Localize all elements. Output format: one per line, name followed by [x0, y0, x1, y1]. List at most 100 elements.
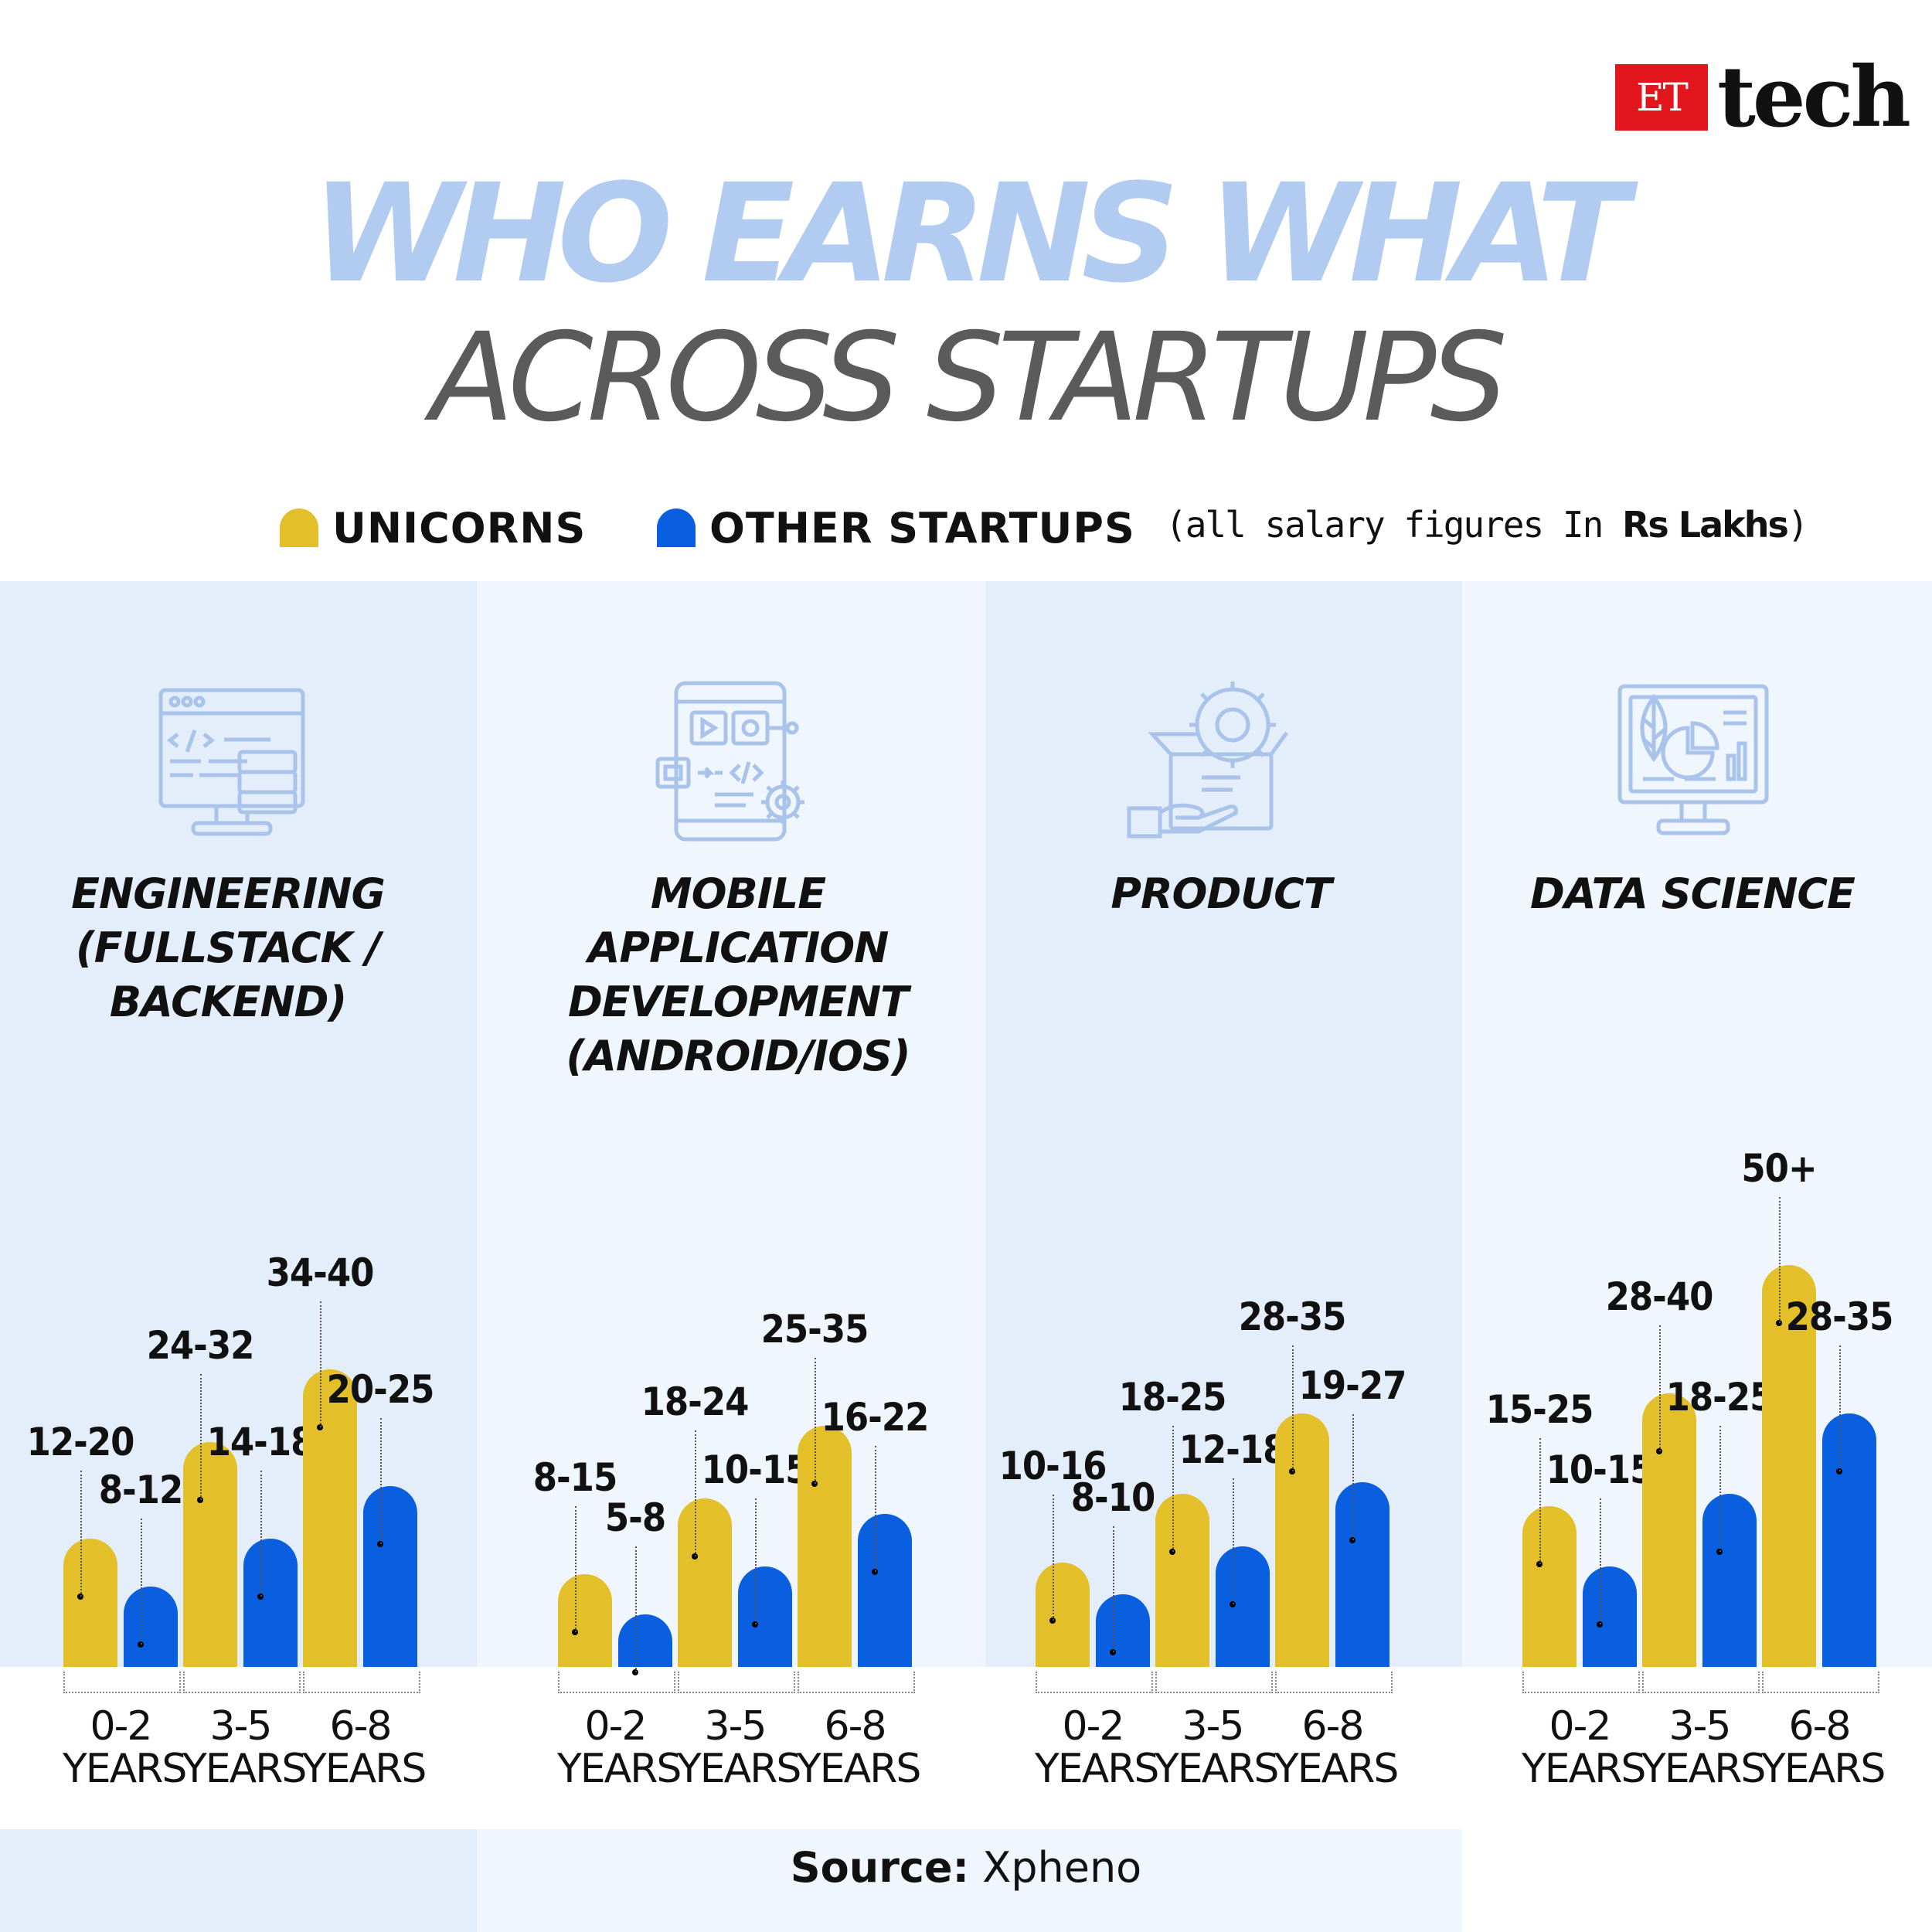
data-label: 28-40: [1605, 1274, 1714, 1320]
value-marker-dot: [572, 1629, 578, 1636]
x-tick-label-unit: YEARS: [63, 1745, 187, 1792]
x-tick-label-unit: YEARS: [302, 1745, 427, 1792]
data-label: 15-25: [1485, 1387, 1594, 1432]
x-tick-label-unit: YEARS: [1155, 1745, 1279, 1792]
value-marker-dot: [1049, 1617, 1056, 1624]
data-label: 24-32: [146, 1322, 255, 1368]
x-tick-label-unit: YEARS: [1641, 1745, 1766, 1792]
data-label: 8-15: [532, 1455, 618, 1501]
bar-other-startups: [738, 1566, 792, 1667]
legend-others: OTHER STARTUPS: [657, 501, 1135, 555]
value-leader-line: [815, 1358, 816, 1484]
data-label: 50+: [1741, 1146, 1817, 1191]
bar-unicorns: [558, 1574, 612, 1667]
bar-other-startups: [1216, 1546, 1270, 1667]
title-line-1: WHO EARNS WHAT: [311, 155, 1629, 313]
value-leader-line: [1719, 1426, 1721, 1553]
value-leader-line: [1113, 1526, 1114, 1653]
x-tick-label: 6-8 YEARS: [1274, 1706, 1399, 1790]
x-tick-label-range: 0-2: [1549, 1703, 1612, 1750]
category-title-line: ENGINEERING: [71, 869, 386, 918]
units-note-suffix: ): [1787, 504, 1809, 546]
x-tick-label: 6-8 YEARS: [797, 1703, 921, 1792]
data-label: 34-40: [266, 1250, 375, 1296]
value-leader-line: [1779, 1197, 1781, 1323]
x-tick-label-range: 0-2: [1062, 1703, 1125, 1750]
category-title-line: DATA SCIENCE: [1530, 869, 1855, 918]
bar-other-startups: [1822, 1413, 1876, 1667]
source-band-right: [1462, 1829, 1932, 1932]
x-tick-label: 3-5 YEARS: [1641, 1703, 1766, 1792]
value-marker-dot: [872, 1569, 878, 1576]
x-tick-label: 0-2 YEARS: [557, 1706, 682, 1792]
bar-other-startups: [363, 1486, 417, 1667]
legend-label-unicorns: UNICORNS: [332, 503, 587, 553]
x-tick-label: 0-2 YEARS: [63, 1703, 187, 1792]
source-band-center: [477, 1829, 1462, 1932]
value-marker-dot: [1349, 1536, 1355, 1543]
x-axis-group-bracket: [1155, 1672, 1273, 1693]
value-leader-line: [875, 1446, 876, 1573]
category-title-engineering: ENGINEERING (FULLSTACK / BACKEND): [46, 867, 410, 1029]
data-label: 8-12: [98, 1468, 184, 1512]
category-title-line: MOBILE APPLICATION: [587, 869, 889, 972]
category-title-line: BACKEND): [109, 978, 347, 1026]
data-label: 16-22: [821, 1395, 930, 1440]
value-marker-dot: [197, 1496, 203, 1503]
value-marker-dot: [811, 1481, 818, 1487]
bar-other-startups: [1335, 1481, 1389, 1667]
value-marker-dot: [257, 1593, 264, 1600]
panel-product-bg: [985, 581, 1462, 1667]
bar-unicorns: [1155, 1494, 1209, 1667]
bar-unicorns: [798, 1426, 852, 1667]
x-axis-group-bracket: [183, 1672, 301, 1693]
data-label: 18-25: [1118, 1375, 1227, 1420]
et-tech-logo: ET tech: [1615, 56, 1911, 139]
bar-unicorns: [678, 1498, 732, 1667]
data-label: 8-10: [1070, 1475, 1156, 1521]
value-leader-line: [320, 1301, 321, 1428]
value-leader-line: [200, 1373, 202, 1500]
x-axis-group-bracket: [558, 1672, 675, 1693]
bar-other-startups: [243, 1538, 298, 1667]
x-tick-label-unit: YEARS: [1522, 1745, 1646, 1792]
x-tick-label-unit: YEARS: [797, 1745, 921, 1792]
x-tick-label: 3-5 YEARS: [182, 1706, 307, 1792]
bar-unicorns: [303, 1369, 357, 1667]
x-tick-label-unit: YEARS: [182, 1745, 307, 1792]
value-leader-line: [695, 1430, 696, 1556]
value-marker-dot: [1597, 1621, 1603, 1628]
data-label: 19-27: [1298, 1362, 1407, 1408]
value-leader-line: [80, 1470, 82, 1597]
value-marker-dot: [752, 1621, 758, 1628]
legend-swatch-unicorns: [280, 509, 318, 547]
value-leader-line: [1659, 1325, 1661, 1452]
x-axis-group-bracket: [678, 1672, 795, 1693]
x-axis-group-bracket: [798, 1672, 915, 1693]
value-leader-line: [1053, 1494, 1054, 1621]
value-marker-dot: [377, 1541, 383, 1547]
bar-unicorns: [1522, 1506, 1577, 1667]
x-tick-label-range: 0-2: [90, 1703, 153, 1750]
x-tick-label-unit: YEARS: [557, 1745, 682, 1792]
category-title-line: (ANDROID/IOS): [566, 1032, 910, 1080]
x-tick-label-range: 6-8: [824, 1703, 887, 1750]
bar-unicorns: [1762, 1265, 1816, 1667]
value-leader-line: [1600, 1498, 1601, 1624]
data-label: 28-35: [1238, 1294, 1347, 1340]
value-marker-dot: [1289, 1468, 1295, 1475]
category-title-data-science: DATA SCIENCE: [1507, 867, 1878, 921]
product-box-icon: [1124, 669, 1302, 843]
source-line: Source: Xpheno: [0, 1843, 1932, 1892]
category-title-product: PRODUCT: [1028, 867, 1414, 921]
value-leader-line: [1292, 1345, 1294, 1472]
x-tick-label-range: 3-5: [1668, 1703, 1732, 1750]
x-tick-label: 0-2 YEARS: [1035, 1703, 1159, 1790]
data-science-monitor-icon: [1615, 682, 1771, 840]
x-axis-group-bracket: [303, 1672, 420, 1693]
bar-other-startups: [1096, 1594, 1150, 1667]
value-leader-line: [635, 1546, 637, 1673]
x-tick-label: 6-8 YEARS: [1761, 1706, 1886, 1792]
x-tick-label-unit: YEARS: [1761, 1745, 1886, 1792]
value-marker-dot: [317, 1424, 323, 1431]
